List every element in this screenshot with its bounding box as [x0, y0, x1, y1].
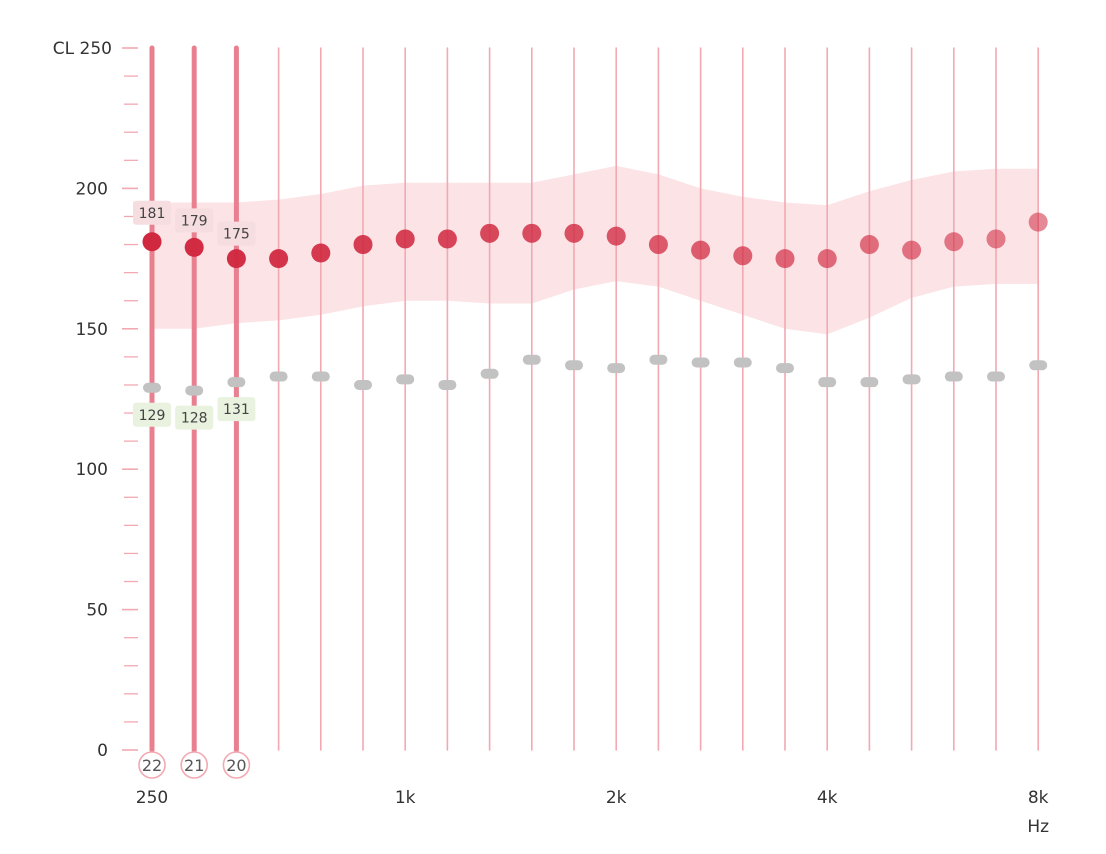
- upper-level-marker[interactable]: [691, 240, 711, 260]
- y-tick-label: 0: [97, 741, 108, 761]
- upper-level-marker[interactable]: [902, 240, 922, 260]
- x-tick-label: 2k: [606, 788, 627, 808]
- upper-level-marker[interactable]: [395, 229, 415, 249]
- lower-level-marker[interactable]: [902, 374, 921, 385]
- normative-band: [152, 165, 1039, 335]
- upper-value-label: 181: [139, 206, 166, 222]
- channel-label: 21: [184, 756, 204, 775]
- upper-level-marker[interactable]: [480, 223, 500, 243]
- lower-level-marker[interactable]: [776, 363, 794, 374]
- lower-level-marker[interactable]: [987, 371, 1005, 382]
- lower-level-marker[interactable]: [227, 377, 246, 388]
- lower-label-box: [217, 397, 256, 422]
- upper-level-marker[interactable]: [226, 249, 246, 269]
- lower-level-marker[interactable]: [565, 360, 583, 371]
- upper-level-marker[interactable]: [1028, 212, 1048, 232]
- channel-label: 22: [142, 756, 162, 775]
- lower-level-marker[interactable]: [354, 379, 372, 390]
- channel-label: 20: [226, 756, 246, 775]
- y-tick-label: 150: [76, 320, 108, 340]
- lower-label-box: [133, 402, 171, 427]
- lower-level-marker[interactable]: [269, 371, 288, 382]
- x-tick-label: 4k: [817, 788, 838, 808]
- upper-level-marker[interactable]: [269, 249, 289, 269]
- lower-level-marker[interactable]: [818, 377, 837, 388]
- x-tick-label: 1k: [395, 788, 416, 808]
- upper-level-marker[interactable]: [817, 249, 837, 269]
- upper-level-marker[interactable]: [353, 235, 373, 255]
- upper-level-marker[interactable]: [564, 223, 584, 243]
- upper-level-marker[interactable]: [311, 243, 331, 263]
- lower-level-marker[interactable]: [143, 382, 161, 393]
- y-tick-label: 50: [86, 601, 108, 621]
- lower-level-marker[interactable]: [438, 379, 457, 390]
- upper-level-marker[interactable]: [142, 232, 162, 252]
- x-axis-unit: Hz: [1027, 817, 1049, 837]
- upper-value-label: 175: [223, 227, 250, 243]
- upper-level-marker[interactable]: [606, 226, 626, 246]
- upper-value-label: 179: [181, 213, 208, 229]
- channel-ring[interactable]: [180, 751, 208, 779]
- lower-value-label: 129: [139, 408, 166, 424]
- lower-level-marker[interactable]: [480, 368, 499, 379]
- upper-label-box: [133, 200, 171, 225]
- upper-level-marker[interactable]: [859, 235, 879, 255]
- upper-level-marker[interactable]: [648, 235, 668, 255]
- lower-level-marker[interactable]: [396, 374, 415, 385]
- y-axis-top-label: CL 250: [53, 39, 112, 59]
- lower-level-marker[interactable]: [607, 363, 626, 374]
- channel-ring[interactable]: [138, 751, 166, 779]
- lower-label-box: [175, 405, 214, 430]
- x-tick-label: 8k: [1028, 788, 1049, 808]
- lower-level-marker[interactable]: [522, 354, 541, 365]
- lower-level-marker[interactable]: [691, 357, 710, 368]
- y-tick-label: 100: [76, 460, 108, 480]
- lower-value-label: 128: [181, 411, 208, 427]
- lower-level-marker[interactable]: [1029, 360, 1048, 371]
- lower-level-marker[interactable]: [733, 357, 752, 368]
- x-tick-label: 250: [136, 788, 168, 808]
- upper-level-marker[interactable]: [944, 232, 964, 252]
- channel-ring[interactable]: [222, 751, 251, 779]
- y-tick-label: 200: [76, 179, 108, 199]
- upper-level-marker[interactable]: [184, 237, 204, 257]
- upper-level-marker[interactable]: [522, 223, 542, 243]
- upper-level-marker[interactable]: [437, 229, 457, 249]
- lower-level-marker[interactable]: [860, 377, 879, 388]
- lower-level-marker[interactable]: [944, 371, 963, 382]
- lower-level-marker[interactable]: [185, 385, 204, 396]
- lower-value-label: 131: [223, 402, 250, 418]
- upper-level-marker[interactable]: [986, 229, 1006, 249]
- upper-level-marker[interactable]: [733, 246, 753, 266]
- upper-label-box: [217, 221, 256, 246]
- lower-level-marker[interactable]: [649, 354, 668, 365]
- lower-level-marker[interactable]: [311, 371, 330, 382]
- upper-level-marker[interactable]: [775, 249, 795, 269]
- upper-label-box: [175, 208, 214, 233]
